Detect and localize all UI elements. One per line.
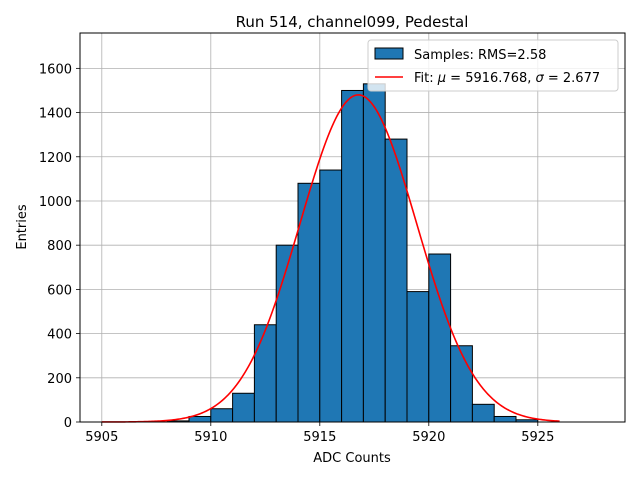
histogram-bar [450,345,473,423]
y-axis-label: Entries [15,204,30,250]
legend-fit-mu-value: = 5916.768, [446,71,535,86]
histogram-bar [428,253,452,423]
histogram-bar [493,415,517,423]
plot-frame [79,32,626,423]
y-tick-label: 200 [47,372,72,387]
histogram-bar [341,89,364,423]
histogram-bar [362,83,386,423]
y-tick-label: 800 [47,239,72,254]
histogram-bar [253,324,277,423]
fit-curve [101,94,560,423]
y-tick-label: 1200 [39,151,72,166]
legend-fit-sigma-value: = 2.677 [544,71,600,86]
x-axis-label: ADC Counts [313,451,391,466]
x-tick-label: 5910 [194,430,227,445]
legend-fit-mu-symbol: μ [437,71,446,86]
x-tick-label: 5920 [412,430,445,445]
legend-fit-sigma-symbol: σ [536,71,545,86]
histogram-bar [471,403,495,423]
legend-fit-label: Fit: μ = 5916.768, σ = 2.677 [414,71,600,86]
histogram-bar [319,169,343,423]
y-tick-label: 1000 [39,195,72,210]
legend-box [367,39,619,92]
legend-samples-swatch [374,47,404,60]
x-tick-label: 5905 [85,430,118,445]
y-tick-label: 1600 [39,62,72,77]
histogram-bar [232,392,255,423]
y-tick-label: 600 [47,283,72,298]
y-axis-ticks: 0 200 400 600 800 1000 1200 1400 1600 [39,62,80,431]
y-tick-label: 0 [64,416,72,431]
legend-fit-prefix: Fit: [414,71,438,86]
histogram-bar [275,244,299,423]
x-tick-label: 5925 [521,430,554,445]
x-tick-label: 5915 [303,430,336,445]
histogram-bars [166,83,539,423]
y-tick-label: 1400 [39,107,72,122]
chart-title: Run 514, channel099, Pedestal [236,13,469,31]
y-tick-label: 400 [47,328,72,343]
histogram-bar [210,408,234,423]
legend: Samples: RMS=2.58 Fit: μ = 5916.768, σ =… [367,39,619,92]
legend-samples-label: Samples: RMS=2.58 [414,48,546,63]
x-axis-ticks: 5905 5910 5915 5920 5925 [85,422,554,445]
histogram-bar [188,415,212,423]
histogram-bar [406,291,430,423]
